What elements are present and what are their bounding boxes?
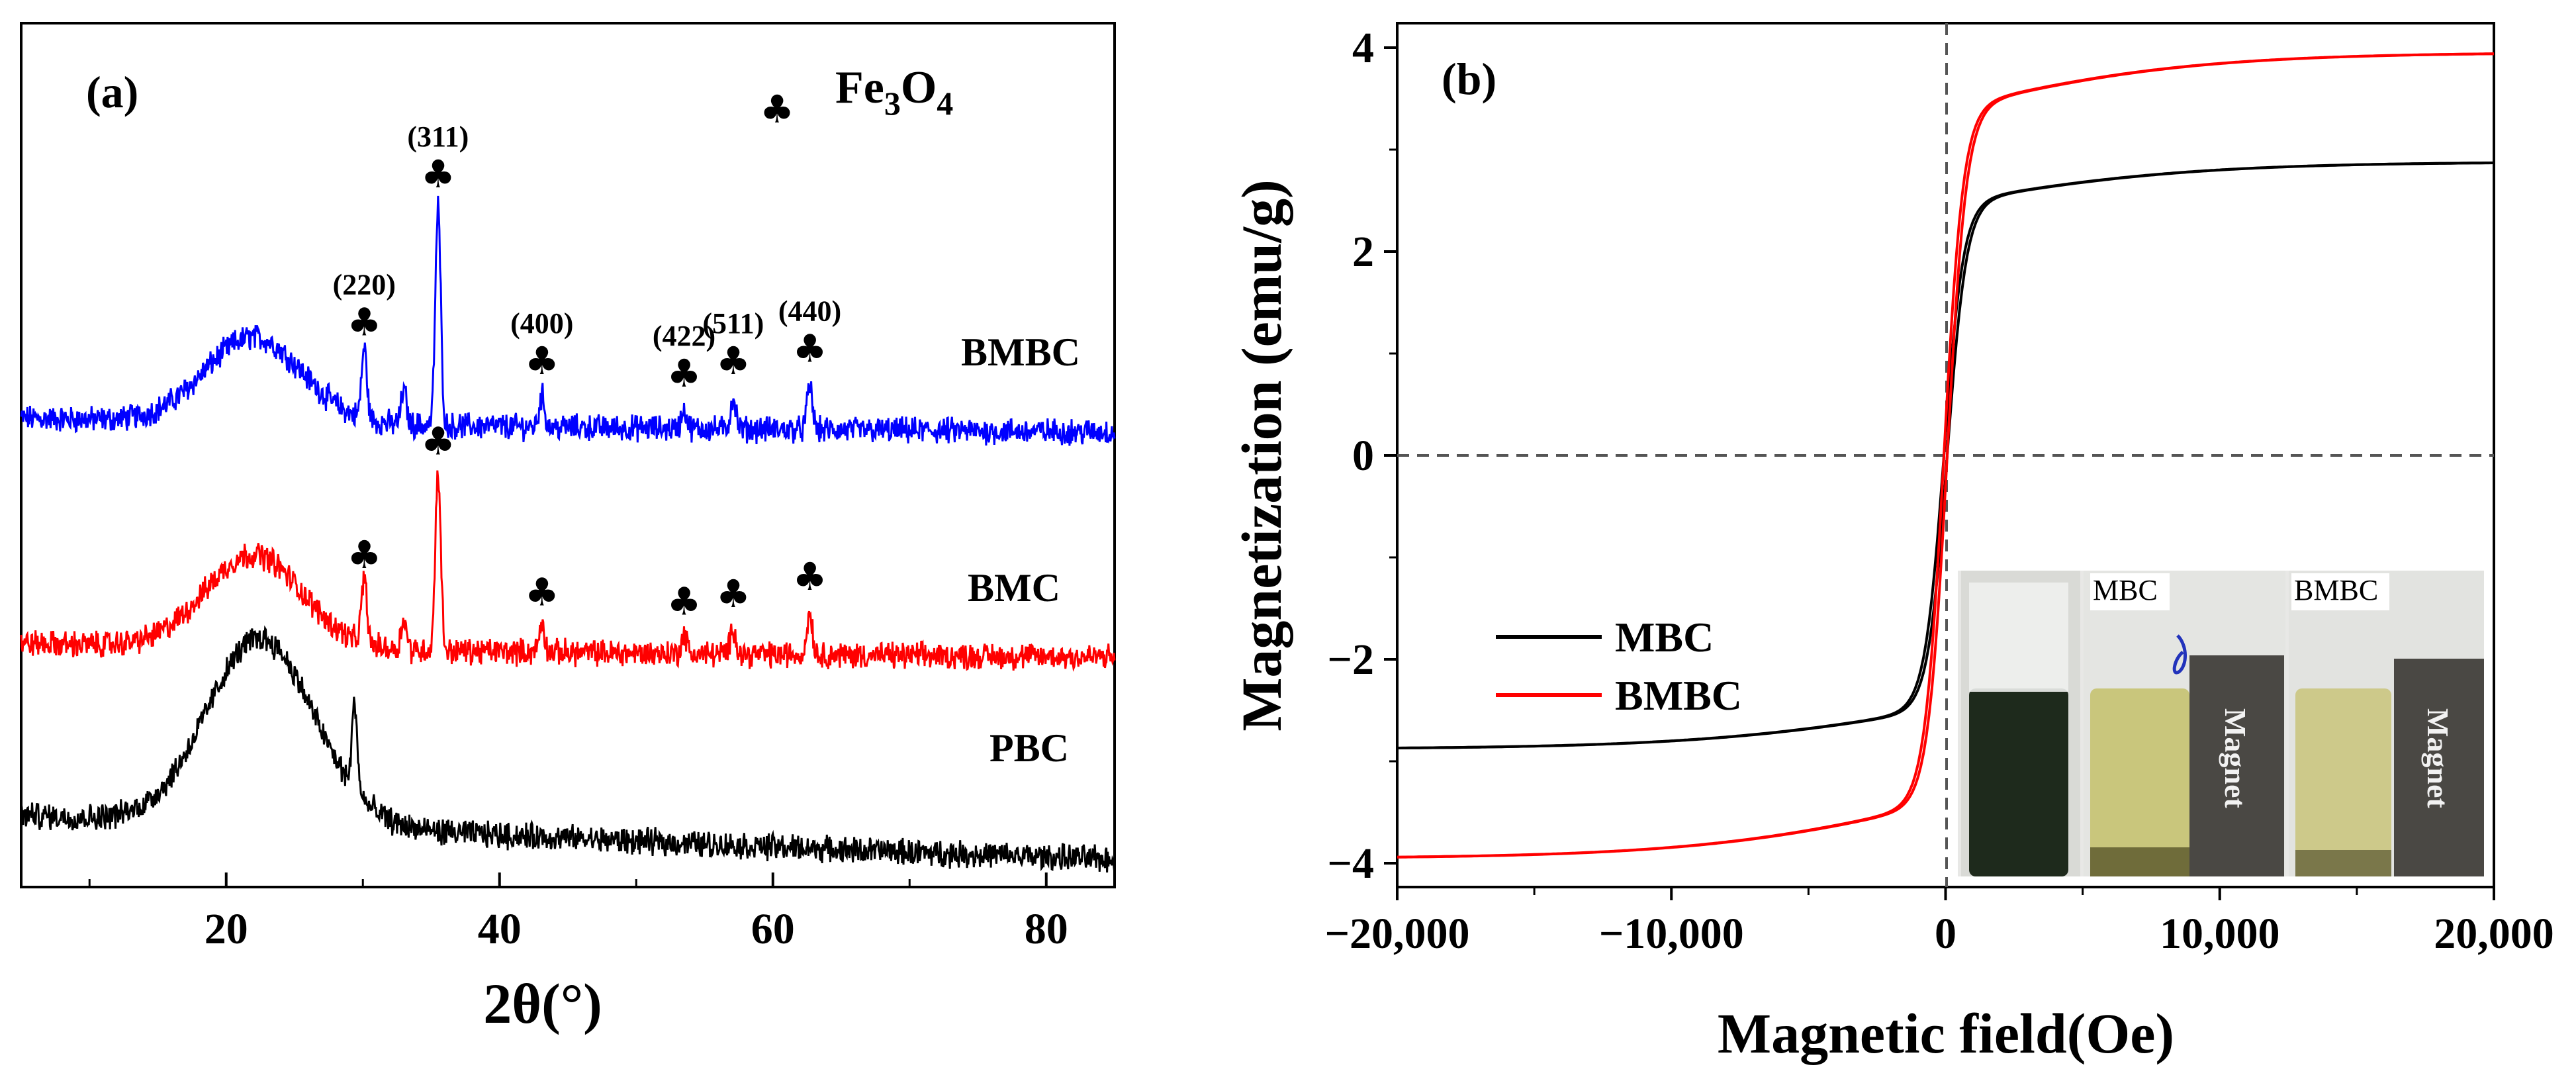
vsm-x-axis-title: Magnetic field(Oe)	[1718, 1002, 2174, 1065]
vsm-series-group	[1397, 52, 2495, 859]
xrd-x-tick-label: 80	[1025, 905, 1068, 953]
mbc-vial-sediment	[2090, 847, 2189, 876]
vial-glass-top	[1969, 583, 2068, 692]
fe3o4-peak-marker: ♣	[716, 571, 751, 616]
fe3o4-peak-marker: ♣	[525, 569, 559, 614]
xrd-panel: 20 40 60 80 ♣ ♣ ♣ ♣ ♣ ♣ ♣ ♣ ♣ ♣ ♣ ♣ (220) (311) (400) (42…	[20, 22, 1116, 1035]
magnet-block-1	[2189, 655, 2284, 876]
fe3o4-peak-marker: ♣	[667, 579, 702, 624]
xrd-x-ticks: 20 40 60 80	[88, 872, 1068, 953]
legend-label-mbc: MBC	[1615, 614, 1714, 661]
hkl-label: (422)	[653, 320, 715, 352]
vsm-y-tick-label: 4	[1352, 24, 1374, 72]
series-label-bmbc: BMBC	[961, 330, 1080, 374]
magnetization-panel: Magnet MBC Magnet BMBC −20,000 −10,000 0 10…	[1230, 22, 2554, 1065]
xrd-series-pbc	[20, 625, 1116, 872]
bmbc-vial-sediment	[2295, 850, 2391, 876]
legend-label-bmbc: BMBC	[1615, 672, 1742, 719]
xrd-hkl-labels: (220) (311) (400) (422)(511) (440)	[333, 120, 842, 352]
fe3o4-peak-marker: ♣	[667, 351, 702, 396]
inset-label-box-bmbc	[2291, 573, 2389, 610]
fe3o4-peak-marker: ♣	[421, 152, 455, 197]
vsm-x-tick-label: 10,000	[2160, 910, 2280, 958]
fe3o4-peak-marker: ♣	[347, 299, 381, 344]
xrd-x-tick-label: 20	[205, 905, 248, 953]
xrd-plot-frame	[20, 22, 1116, 888]
magnet-block-2	[2394, 659, 2484, 876]
vsm-ticks: −20,000 −10,000 0 10,000 20,000 −4 −2 0 2 4	[1324, 24, 2553, 958]
vsm-x-tick-label: 0	[1935, 910, 1956, 958]
xrd-series-bmbc	[20, 195, 1116, 446]
xrd-series-bmc	[20, 470, 1116, 672]
inset-label-bmbc: BMBC	[2294, 574, 2378, 606]
hkl-label: (220)	[333, 268, 396, 301]
fe3o4-peak-marker: ♣	[793, 326, 827, 371]
fe3o4-peak-marker: ♣	[525, 338, 559, 383]
fe3o4-peak-marker: ♣	[421, 419, 455, 464]
fe3o4-legend-sub2: 4	[937, 85, 953, 122]
handwritten-mark	[2172, 634, 2187, 675]
bmbc-vial-liquid	[2295, 688, 2391, 876]
inset-photo: Magnet MBC Magnet BMBC	[1958, 571, 2484, 876]
vsm-x-tick-label: 20,000	[2434, 910, 2554, 958]
fe3o4-peak-marker: ♣	[716, 338, 751, 383]
xrd-x-axis-title: 2θ(°)	[483, 972, 602, 1035]
hkl-label: (511)	[702, 307, 764, 340]
series-label-bmc: BMC	[968, 566, 1060, 610]
vsm-y-tick-label: 0	[1352, 432, 1374, 480]
vsm-y-tick-label: −4	[1327, 839, 1374, 888]
xrd-marker-legend: ♣ Fe3O4	[760, 62, 953, 132]
vsm-y-tick-label: −2	[1327, 636, 1374, 684]
club-marker-icon: ♣	[760, 87, 794, 132]
vsm-y-tick-label: 2	[1352, 228, 1374, 276]
inset-label-mbc: MBC	[2093, 574, 2158, 606]
series-label-pbc: PBC	[989, 726, 1069, 770]
vsm-x-tick-label: −10,000	[1599, 910, 1744, 958]
panel-a-label: (a)	[86, 67, 138, 117]
svg-text:Fe3O4: Fe3O4	[835, 62, 953, 122]
vsm-series-bmbc-down	[1397, 52, 2495, 859]
vsm-y-axis-title: Magnetization (emu/g)	[1230, 179, 1293, 731]
fe3o4-legend-o: O	[901, 62, 937, 113]
hkl-label: (440)	[778, 295, 841, 327]
dark-suspension-vial	[1969, 688, 2068, 876]
xrd-x-tick-label: 40	[478, 905, 522, 953]
inset-label-box-mbc	[2090, 573, 2170, 610]
vsm-x-tick-label: −20,000	[1324, 910, 1469, 958]
fe3o4-peak-marker: ♣	[793, 554, 827, 599]
fe3o4-peak-marker: ♣	[347, 532, 381, 577]
panel-b-label: (b)	[1442, 54, 1496, 104]
fe3o4-legend-fe: Fe	[835, 62, 884, 113]
vsm-legend: MBC BMBC	[1496, 614, 1742, 719]
fe3o4-legend-sub1: 3	[884, 85, 901, 122]
xrd-x-tick-label: 60	[751, 905, 795, 953]
magnet-label-1: Magnet	[2219, 708, 2252, 808]
hkl-label: (400)	[510, 307, 573, 340]
xrd-series-group: ♣ ♣ ♣ ♣ ♣ ♣ ♣ ♣ ♣ ♣ ♣ ♣	[20, 152, 1116, 872]
mbc-vial-liquid	[2090, 688, 2189, 876]
hkl-label: (311)	[407, 120, 469, 153]
magnet-label-2: Magnet	[2421, 708, 2455, 808]
